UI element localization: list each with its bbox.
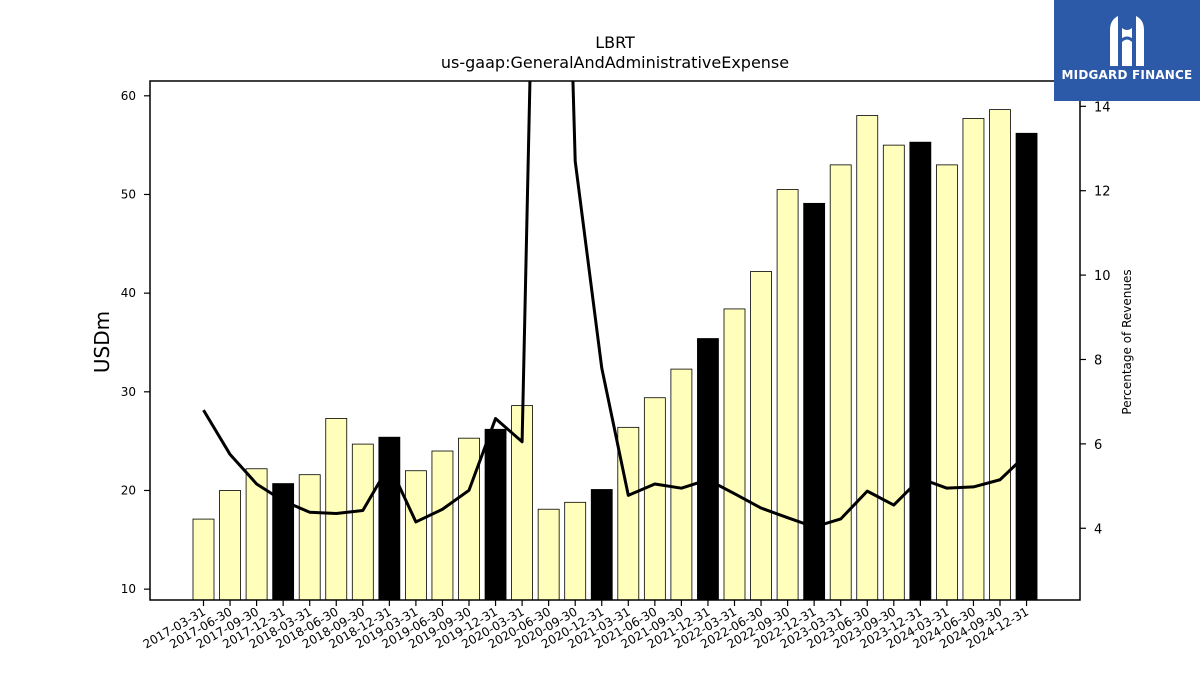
- y-axis-label: USDm: [90, 311, 114, 373]
- bar-2020-09-30: [564, 501, 587, 601]
- x-axis: 2017-03-312017-06-302017-09-302017-12-31…: [141, 600, 1031, 651]
- brand-logo: MIDGARD FINANCE: [1054, 0, 1200, 101]
- bar-2017-03-31: [192, 518, 215, 601]
- bar-2022-12-31: [803, 202, 826, 601]
- bar-series: [192, 109, 1038, 601]
- bar-2018-09-30: [351, 443, 374, 601]
- bar-2024-09-30: [989, 109, 1011, 601]
- bar-2018-12-31: [378, 436, 401, 601]
- bar-2023-06-30: [856, 115, 879, 601]
- chart-title: LBRT: [595, 33, 635, 52]
- bar-2021-06-30: [643, 397, 666, 601]
- y-axis-right: 4 6 8 10 12 14: [1080, 100, 1111, 537]
- y-tick-label: 20: [121, 483, 136, 497]
- y-tick-label: 10: [121, 582, 136, 596]
- bar-2019-12-31: [484, 428, 507, 601]
- bar-2018-03-31: [298, 474, 321, 601]
- logo-mark-icon: [1110, 16, 1144, 66]
- bar-2019-06-30: [431, 450, 454, 601]
- y-axis-left: 10 20 30 40 50 60: [121, 89, 150, 596]
- y2-axis-label: Percentage of Revenues: [1120, 269, 1134, 414]
- bar-2024-03-31: [936, 164, 958, 601]
- bar-2022-06-30: [750, 271, 772, 601]
- y2-tick-label: 4: [1094, 522, 1102, 537]
- y-tick-label: 30: [121, 385, 136, 399]
- bar-2017-06-30: [219, 490, 241, 601]
- bar-2018-06-30: [325, 418, 348, 601]
- y2-tick-label: 8: [1094, 353, 1102, 368]
- bar-2020-12-31: [590, 489, 613, 601]
- bar-2024-06-30: [962, 118, 985, 601]
- bar-2023-12-31: [909, 141, 932, 601]
- bar-2023-03-31: [829, 164, 852, 601]
- y-tick-label: 40: [121, 286, 136, 300]
- ratio-line: [202, 81, 1028, 529]
- bar-2019-09-30: [458, 437, 480, 601]
- bar-2020-06-30: [537, 508, 560, 601]
- y-tick-label: 60: [121, 89, 136, 103]
- bar-2019-03-31: [404, 470, 427, 601]
- y-tick-label: 50: [121, 187, 136, 201]
- y2-tick-label: 10: [1094, 269, 1111, 284]
- bar-2023-09-30: [882, 144, 905, 601]
- bar-2021-12-31: [697, 338, 719, 601]
- bar-2022-03-31: [723, 308, 746, 601]
- y2-tick-label: 12: [1094, 185, 1111, 200]
- plot-frame: [149, 80, 1081, 601]
- y2-tick-label: 6: [1094, 438, 1102, 453]
- chart-subtitle: us-gaap:GeneralAndAdministrativeExpense: [441, 53, 789, 72]
- y2-tick-label: 14: [1094, 100, 1111, 115]
- logo-text: MIDGARD FINANCE: [1061, 68, 1193, 82]
- bar-2024-12-31: [1015, 132, 1038, 601]
- bar-2022-09-30: [776, 189, 799, 601]
